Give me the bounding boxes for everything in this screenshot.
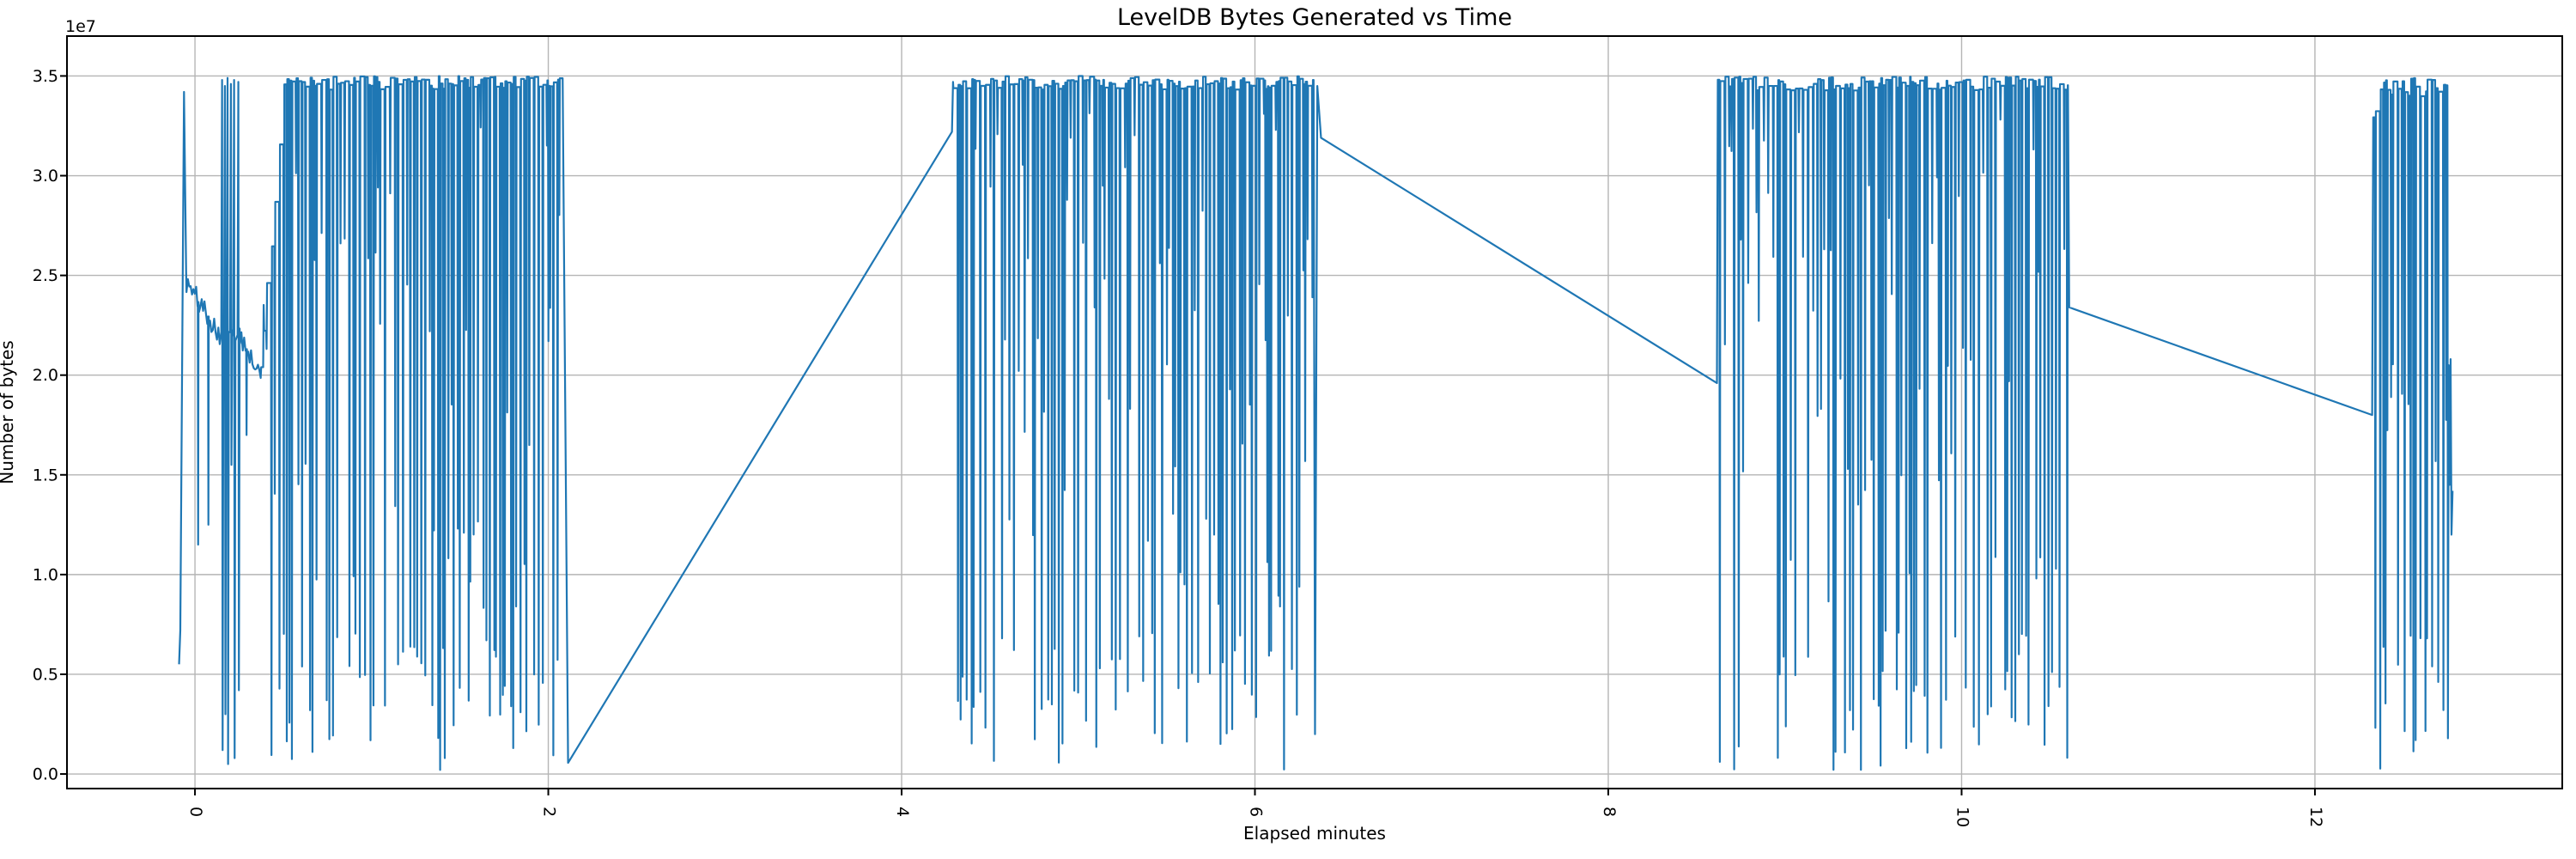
svg-text:2.0: 2.0 [33, 366, 58, 385]
svg-text:0: 0 [186, 807, 205, 817]
plot-area-frame [66, 35, 2563, 789]
x-axis-tick-labels: 0 2 4 6 8 10 12 [186, 807, 2325, 827]
svg-text:12: 12 [2306, 807, 2325, 827]
chart-title: LevelDB Bytes Generated vs Time [1117, 4, 1512, 31]
svg-text:1.0: 1.0 [33, 565, 58, 584]
axis-tick-marks [60, 75, 2316, 795]
y-axis-tick-labels: 0.0 0.5 1.0 1.5 2.0 2.5 3.0 3.5 [33, 67, 58, 784]
svg-text:1.5: 1.5 [33, 466, 58, 484]
y-axis-offset-label: 1e7 [65, 17, 96, 36]
svg-text:0.0: 0.0 [33, 765, 58, 784]
svg-text:2: 2 [540, 807, 559, 817]
svg-text:8: 8 [1600, 807, 1619, 817]
svg-text:4: 4 [893, 807, 912, 817]
svg-text:3.0: 3.0 [33, 167, 58, 186]
svg-text:3.5: 3.5 [33, 67, 58, 86]
svg-text:0.5: 0.5 [33, 665, 58, 684]
svg-text:6: 6 [1247, 807, 1266, 817]
svg-text:2.5: 2.5 [33, 266, 58, 285]
series-line-bytes-generated [178, 75, 2454, 771]
x-axis-title: Elapsed minutes [1243, 823, 1386, 844]
y-axis-title: Number of bytes [0, 340, 17, 484]
svg-text:10: 10 [1953, 807, 1971, 827]
